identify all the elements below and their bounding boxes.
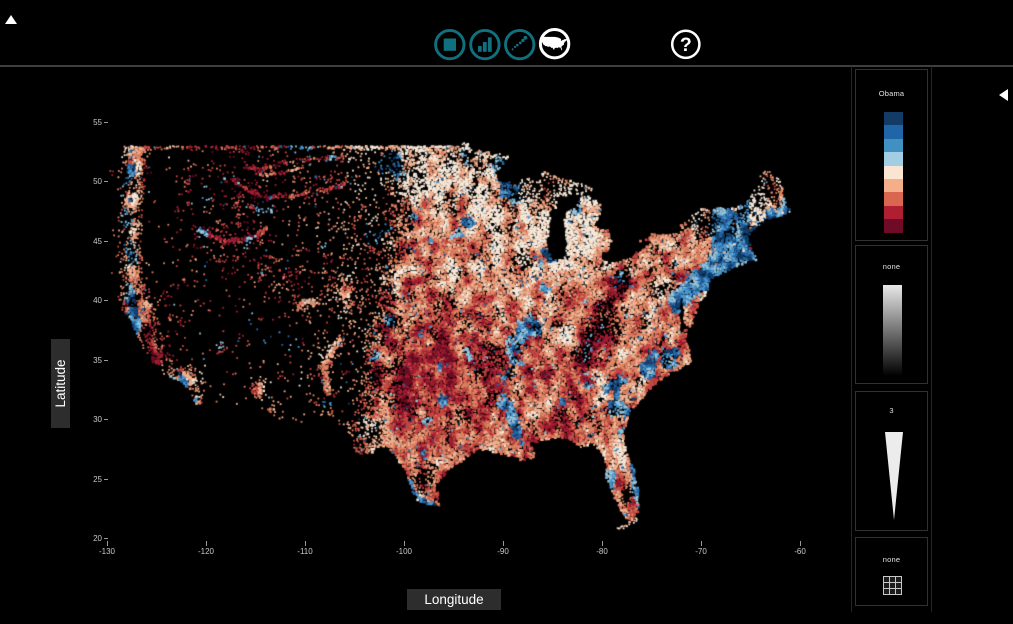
svg-text:?: ? [680,34,692,56]
